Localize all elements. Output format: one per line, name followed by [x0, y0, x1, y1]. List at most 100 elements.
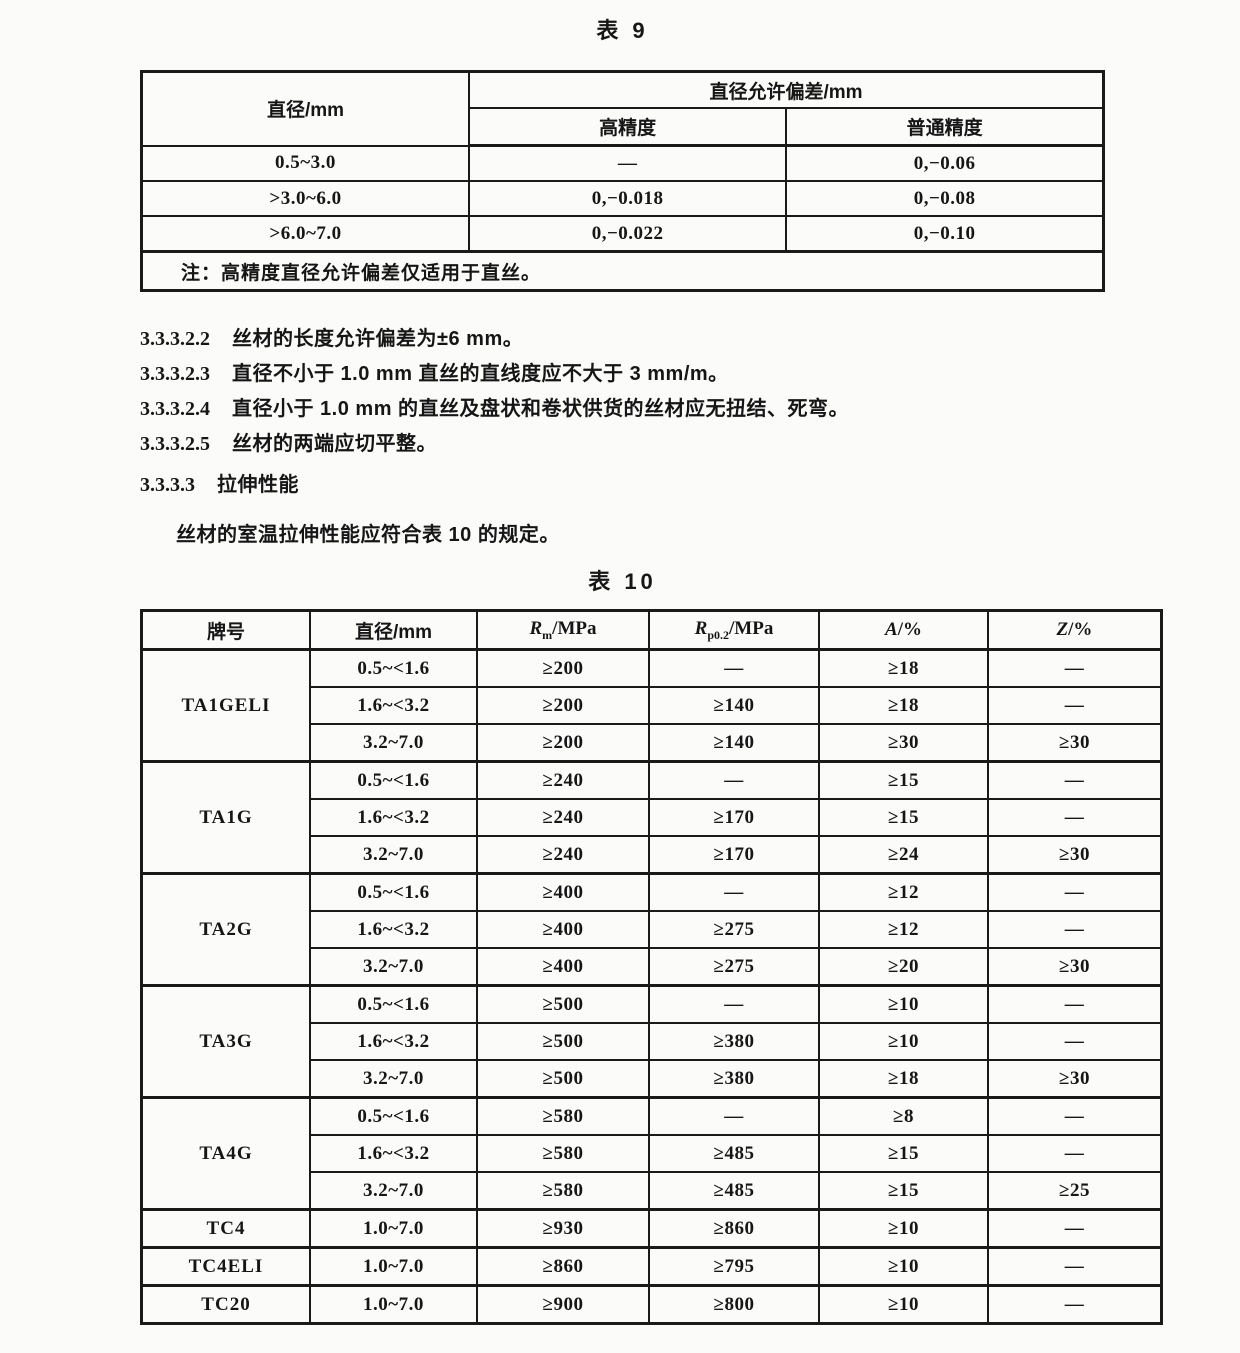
table10-cell: 1.0~7.0 [309, 1284, 478, 1325]
table9-row: 0.5~3.0—0,−0.06 [140, 144, 1105, 182]
table10-cell: ≥380 [648, 1059, 820, 1099]
table9-row: >6.0~7.0 0,−0.022 0,−0.10 [140, 215, 1105, 253]
table10-cell: ≥380 [648, 1022, 820, 1061]
table10-cell: ≥10 [818, 984, 989, 1024]
table10-row: 3.2~7.0 ≥200 ≥140 ≥30 ≥30 [142, 723, 1163, 763]
clauses-block: 3.3.3.2.2 丝材的长度允许偏差为±6 mm。 3.3.3.2.3 直径不小于… [140, 322, 1105, 553]
table9-cell: — [467, 144, 788, 182]
table10-row: 3.2~7.0 ≥580 ≥485 ≥15 ≥25 [142, 1171, 1163, 1211]
clause-3.3.3.2.3: 3.3.3.2.3 直径不小于 1.0 mm 直丝的直线度应不大于 3 mm/m。 [140, 357, 1105, 392]
table10-cell: 3.2~7.0 [309, 947, 478, 987]
table10-cell: ≥240 [476, 835, 650, 875]
table10-cell: ≥10 [818, 1284, 989, 1325]
table10-row: TA1G 0.5~<1.6 ≥240— ≥15— [140, 760, 1163, 875]
table10-row: 1.6~<3.2 ≥500 ≥380 ≥10— [142, 1022, 1163, 1061]
table10-cell: ≥900 [476, 1284, 650, 1325]
table10-cell: ≥24 [818, 835, 989, 875]
table10-cell: ≥500 [476, 984, 650, 1024]
table10-cell: ≥8 [818, 1096, 989, 1136]
table10-cell: ≥30 [987, 723, 1163, 763]
section-title: 拉伸性能 [217, 474, 299, 496]
table10-cell: ≥400 [476, 910, 650, 949]
table10-cell: — [648, 760, 820, 800]
table10-cell: 3.2~7.0 [309, 723, 478, 763]
clause-text: 丝材的长度允许偏差为±6 mm。 [232, 328, 524, 350]
table10-body: TA1GELI 0.5~<1.6 ≥200— ≥18—1.6~<3.2 ≥200 ≥140… [140, 648, 1163, 1325]
table10-cell: ≥200 [476, 723, 650, 763]
table9-cell: 0,−0.10 [785, 215, 1105, 253]
table9-header-high-precision: 高精度 [467, 107, 788, 147]
table10-cell: ≥12 [818, 872, 989, 912]
table10-cell: ≥860 [476, 1246, 650, 1287]
table10-header-diameter: 直径/mm [309, 609, 478, 651]
table10-cell: 3.2~7.0 [309, 835, 478, 875]
table9-header-diameter: 直径/mm [140, 70, 470, 147]
table10-cell: ≥15 [818, 798, 989, 837]
table9-cell: >3.0~6.0 [140, 180, 470, 217]
table10-cell: ≥18 [818, 686, 989, 725]
table10-header: 牌号 直径/mm Rm/MPa Rp0.2/MPa A/% Z/% [140, 609, 1163, 651]
table10-cell: 3.2~7.0 [309, 1171, 478, 1211]
table10-cell: — [987, 1022, 1163, 1061]
table9-row: >3.0~6.0 0,−0.018 0,−0.08 [140, 180, 1105, 217]
table10-cell: ≥240 [476, 798, 650, 837]
table10-row: 1.6~<3.2 ≥400 ≥275 ≥12— [142, 910, 1163, 949]
table10-row: TC20 1.0~7.0 ≥900 ≥800 ≥10— [140, 1284, 1163, 1325]
table10-cell: 0.5~<1.6 [309, 984, 478, 1024]
table10-cell: ≥795 [648, 1246, 820, 1287]
table10-cell: ≥500 [476, 1022, 650, 1061]
table10-header-rm: Rm/MPa [476, 609, 650, 651]
table10-cell: ≥800 [648, 1284, 820, 1325]
table10-cell: ≥400 [476, 947, 650, 987]
table10-row: 1.6~<3.2 ≥200 ≥140 ≥18— [142, 686, 1163, 725]
table10-cell: — [987, 648, 1163, 688]
table9-header: 直径/mm 直径允许偏差/mm 高精度 普通精度 [140, 70, 1105, 147]
table10: 牌号 直径/mm Rm/MPa Rp0.2/MPa A/% Z/% TA1GEL… [140, 609, 1163, 1325]
table10-cell: ≥15 [818, 760, 989, 800]
table10-row: TA2G 0.5~<1.6 ≥400— ≥12— [140, 872, 1163, 987]
table10-row: 3.2~7.0 ≥240 ≥170 ≥24 ≥30 [142, 835, 1163, 875]
table9-header-tolerance: 直径允许偏差/mm [468, 70, 1105, 109]
table10-cell: — [987, 1208, 1163, 1249]
clause-text: 直径不小于 1.0 mm 直丝的直线度应不大于 3 mm/m。 [232, 363, 729, 385]
table10-cell: 0.5~<1.6 [309, 760, 478, 800]
table10-cell: ≥140 [648, 686, 820, 725]
table10-cell: — [648, 872, 820, 912]
table9-note-row: 注：高精度直径允许偏差仅适用于直丝。 [140, 250, 1105, 292]
table10-cell: ≥140 [648, 723, 820, 763]
table10-header-rp02: Rp0.2/MPa [648, 609, 820, 651]
table10-row: 3.2~7.0 ≥400 ≥275 ≥20 ≥30 [142, 947, 1163, 987]
grade-cell: TA1G [140, 760, 311, 875]
table10-cell: 1.0~7.0 [309, 1208, 478, 1249]
table9-cell: >6.0~7.0 [140, 215, 470, 253]
table10-cell: ≥400 [476, 872, 650, 912]
table10-cell: ≥275 [648, 910, 820, 949]
table10-row: TA3G 0.5~<1.6 ≥500— ≥10— [140, 984, 1163, 1099]
table10-cell: ≥20 [818, 947, 989, 987]
table10-header-elongation: A/% [818, 609, 989, 651]
table10-row: TA1GELI 0.5~<1.6 ≥200— ≥18— [140, 648, 1163, 763]
table10-cell: ≥30 [987, 1059, 1163, 1099]
table10-row: TA4G 0.5~<1.6 ≥580— ≥8— [140, 1096, 1163, 1211]
table10-cell: ≥200 [476, 648, 650, 688]
clause-number: 3.3.3.2.5 [140, 433, 210, 455]
table9-header-normal-precision: 普通精度 [785, 107, 1105, 147]
table10-header-reduction: Z/% [987, 609, 1163, 651]
grade-cell: TC4ELI [140, 1246, 311, 1287]
grade-cell: TA3G [140, 984, 311, 1099]
table10-row: TC4ELI 1.0~7.0 ≥860 ≥795 ≥10— [140, 1246, 1163, 1287]
grade-cell: TA1GELI [140, 648, 311, 763]
table10-cell: 1.6~<3.2 [309, 686, 478, 725]
table10-cell: — [987, 1134, 1163, 1173]
content-column: 表 9 直径/mm 直径允许偏差/mm 高精度 普通精度 0.5~3.0—0,−… [140, 0, 1163, 1325]
table10-cell: ≥25 [987, 1171, 1163, 1211]
table10-cell: ≥15 [818, 1134, 989, 1173]
table10-cell: ≥10 [818, 1208, 989, 1249]
table10-cell: — [987, 1246, 1163, 1287]
table9: 直径/mm 直径允许偏差/mm 高精度 普通精度 0.5~3.0—0,−0.06… [140, 70, 1105, 292]
table10-cell: ≥30 [818, 723, 989, 763]
table9-cell: 0,−0.022 [467, 215, 788, 253]
table10-cell: ≥200 [476, 686, 650, 725]
table10-title: 表 10 [588, 569, 657, 594]
clause-3.3.3.2.5: 3.3.3.2.5 丝材的两端应切平整。 [140, 427, 1105, 462]
